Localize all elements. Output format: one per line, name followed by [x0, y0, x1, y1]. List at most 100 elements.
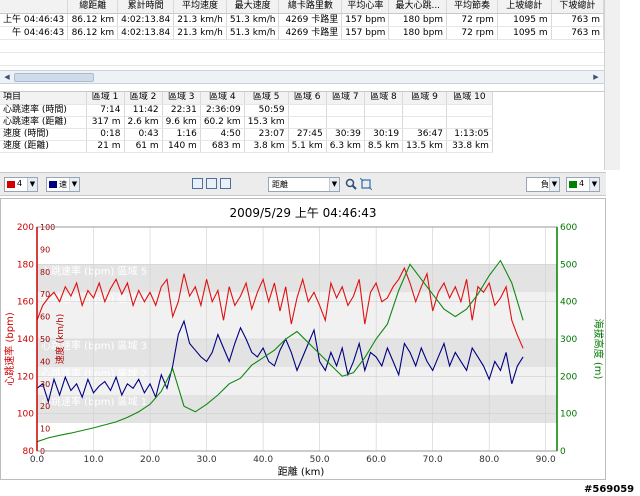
speed-tick-label: 50 [40, 335, 50, 344]
col-header[interactable]: 總距離 [67, 0, 119, 14]
zone-bands: 心跳速率 (bpm) 區域 5 心跳速率 (bpm) 區域 4 心跳速率 (bpm)… [37, 264, 557, 423]
x-tick-label: 10.0 [83, 455, 103, 465]
table-row[interactable]: 速度 (距離) 21 m 61 m 140 m 683 m 3.8 km 5.1… [0, 140, 493, 153]
table-row[interactable]: 速度 (時間) 0:18 0:43 1:16 4:50 23:07 27:45 … [0, 128, 493, 141]
watermark-text: #569059 [584, 484, 635, 495]
elev-tick-label: 600 [560, 223, 577, 233]
zone-header-row: 項目 區域 1 區域 2 區域 3 區域 4 區域 5 區域 6 區域 7 區域… [0, 92, 493, 105]
empty-row [0, 39, 604, 53]
col-header[interactable]: 區域 10 [446, 92, 493, 105]
cell: 180 bpm [388, 13, 448, 27]
x-tick-label: 20.0 [140, 455, 160, 465]
col-header[interactable]: 區域 9 [402, 92, 447, 105]
fit-icon[interactable] [360, 178, 372, 190]
cell: 速度 (距離) [0, 140, 87, 153]
vertical-scrollbar[interactable] [604, 0, 620, 170]
right-series-select[interactable]: 負 ▼ [526, 177, 560, 192]
speed-tick-label: 0 [40, 447, 45, 456]
cell: 15.3 km [244, 116, 289, 129]
scroll-right-arrow-icon[interactable]: ▶ [593, 73, 599, 81]
hr-series-line [36, 266, 524, 349]
col-header[interactable]: 最大速度 [226, 0, 280, 14]
cell: 0:43 [124, 128, 163, 141]
chevron-down-icon[interactable]: ▼ [329, 178, 339, 191]
table-view-icon[interactable] [192, 178, 203, 189]
elev-tick-label: 100 [560, 410, 577, 420]
cell: 心跳速率 (距離) [0, 116, 87, 129]
summary-table: 總距離 累計時間 平均速度 最大速度 總卡路里數 平均心率 最大心跳... 平均… [0, 0, 604, 70]
horizontal-scrollbar[interactable]: ◀ ▶ [0, 70, 604, 84]
hr-tick-label: 160 [17, 298, 34, 308]
col-header[interactable]: 區域 7 [326, 92, 365, 105]
col-header[interactable]: 平均節奏 [446, 0, 498, 14]
cell [446, 104, 493, 117]
left-series-color-select[interactable]: 4 ▼ [4, 177, 38, 192]
series-group [36, 259, 524, 443]
scroll-left-arrow-icon[interactable]: ◀ [4, 73, 10, 81]
cell [446, 116, 493, 129]
col-header[interactable]: 區域 8 [364, 92, 404, 105]
axes: 0.0 10.0 20.0 30.0 40.0 50.0 60.0 70.0 80.0 90.0 8… [17, 223, 578, 465]
cell: 157 bpm [341, 13, 390, 27]
cell: 1095 m [497, 26, 552, 40]
cell: 72 rpm [446, 26, 498, 40]
split-view-icon[interactable] [206, 178, 217, 189]
col-header[interactable]: 區域 2 [124, 92, 163, 105]
cell [402, 116, 447, 129]
cell: 33.8 km [446, 140, 493, 153]
col-header[interactable]: 區域 6 [288, 92, 327, 105]
table-row[interactable]: 上午 04:46:43 86.12 km 4:02:13.84 21.3 km/… [0, 13, 604, 27]
left2-series-color-select[interactable]: 速 ▼ [46, 177, 80, 192]
x-tick-label: 50.0 [310, 455, 330, 465]
elev-tick-label: 300 [560, 335, 577, 345]
col-header[interactable]: 累計時間 [117, 0, 175, 14]
chevron-down-icon[interactable]: ▼ [69, 178, 79, 191]
col-header[interactable]: 區域 3 [162, 92, 201, 105]
scroll-thumb[interactable] [14, 73, 94, 82]
col-header[interactable]: 下坡總計 [551, 0, 604, 14]
cell: 2:36:09 [200, 104, 245, 117]
speed-series-line [36, 319, 524, 404]
cell: 157 bpm [341, 26, 390, 40]
zoom-icon[interactable] [345, 178, 357, 190]
chevron-down-icon[interactable]: ▼ [589, 178, 599, 191]
col-header[interactable]: 最大心跳... [388, 0, 448, 14]
cell: 7:14 [86, 104, 125, 117]
table-row[interactable]: 午 04:46:43 86.12 km 4:02:13.84 21.3 km/h… [0, 26, 604, 40]
elev-tick-label: 500 [560, 260, 577, 270]
right-series-color-select[interactable]: 4 ▼ [566, 177, 600, 192]
cell [288, 116, 327, 129]
cell: 11:42 [124, 104, 163, 117]
cell [288, 104, 327, 117]
col-header[interactable]: 區域 4 [200, 92, 245, 105]
x-axis-select[interactable]: 距離 ▼ [268, 177, 340, 192]
col-header[interactable]: 區域 5 [244, 92, 289, 105]
col-header[interactable]: 區域 1 [86, 92, 125, 105]
cell: 683 m [200, 140, 245, 153]
cell: 心跳速率 (時間) [0, 104, 87, 117]
zone-label: 心跳速率 (bpm) 區域 4 [41, 292, 147, 305]
col-header[interactable]: 項目 [0, 92, 87, 105]
speed-tick-label: 80 [40, 268, 50, 277]
cell: 4269 卡路里 [278, 26, 343, 40]
col-header[interactable] [0, 0, 69, 14]
cell: 51.3 km/h [226, 13, 280, 27]
x-tick-label: 70.0 [423, 455, 443, 465]
chevron-down-icon[interactable]: ▼ [549, 178, 559, 191]
speed-tick-label: 10 [40, 425, 50, 434]
col-header[interactable]: 平均速度 [173, 0, 227, 14]
elev-tick-label: 400 [560, 298, 577, 308]
col-header[interactable]: 平均心率 [341, 0, 390, 14]
table-row[interactable]: 心跳速率 (距離) 317 m 2.6 km 9.6 km 60.2 km 15… [0, 116, 493, 129]
speed-tick-label: 90 [40, 245, 50, 254]
hr-tick-label: 200 [17, 223, 34, 233]
navy-swatch [49, 181, 57, 188]
table-row[interactable]: 心跳速率 (時間) 7:14 11:42 22:31 2:36:09 50:59 [0, 104, 493, 117]
cell: 21.3 km/h [173, 26, 227, 40]
col-header[interactable]: 總卡路里數 [278, 0, 343, 14]
graph-view-icon[interactable] [220, 178, 231, 189]
col-header[interactable]: 上坡總計 [497, 0, 552, 14]
chevron-down-icon[interactable]: ▼ [27, 178, 37, 191]
chart-svg[interactable]: 2009/5/29 上午 04:46:43 心跳速率 (bpm) 區域 5心跳速… [1, 199, 605, 479]
combo-text: 4 [17, 179, 23, 188]
